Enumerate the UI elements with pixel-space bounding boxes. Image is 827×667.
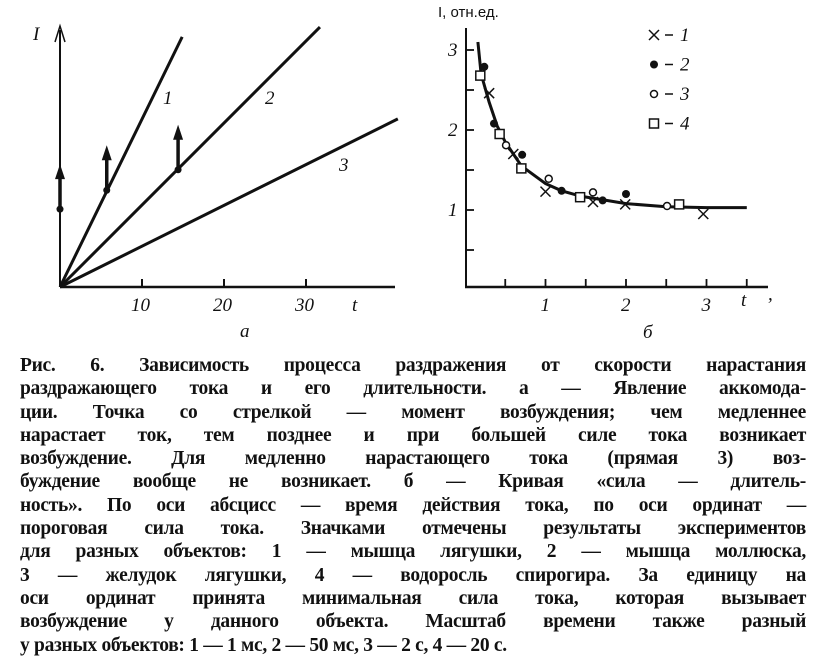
data-point-series-1	[539, 186, 552, 198]
caption-line: 3 — желудок лягушки, 4 — водоросль спиро…	[20, 564, 806, 586]
data-point-series-3	[588, 188, 598, 197]
line-1	[58, 36, 184, 288]
fitted-curve	[476, 41, 747, 210]
x-tick-label-a: 30	[294, 295, 315, 316]
legend-marker-1	[648, 29, 660, 41]
legend-marker-2	[650, 60, 658, 69]
y-tick-label-b: 2	[448, 120, 458, 141]
legend-marker-4	[648, 118, 660, 129]
y-axis-arrow-a	[54, 23, 66, 43]
panel-label-b: б	[643, 322, 654, 343]
y-axis-label-b: I, отн.ед.	[438, 4, 499, 21]
caption-line: для разных объектов: 1 — мышца лягушки, …	[20, 541, 806, 563]
legend-marker-3	[649, 89, 659, 99]
data-point-series-3	[662, 201, 672, 211]
x-axis-label-a: t	[352, 295, 358, 316]
y-axis-label-a: I	[32, 24, 41, 45]
data-point-series-1	[697, 208, 709, 220]
arrow-head-icon	[173, 124, 184, 140]
y-tick-label-b: 1	[448, 200, 458, 221]
caption-line: ции. Точка со стрелкой — момент возбужде…	[20, 401, 806, 423]
line-label-1: 1	[163, 88, 173, 109]
x-axis-label-b: t	[741, 290, 747, 311]
y-tick-label-b: 3	[447, 40, 458, 61]
caption-line: буждение вообще не возникает. б — Кривая…	[20, 471, 806, 493]
data-point-series-4	[516, 163, 527, 174]
line-label-2: 2	[265, 88, 275, 109]
data-point-series-2	[598, 196, 607, 205]
x-tick-label-b: 1	[541, 295, 551, 316]
data-point-series-4	[574, 191, 586, 203]
data-point-series-1	[619, 198, 631, 210]
data-point-series-2	[480, 62, 489, 71]
data-point-series-1	[587, 196, 599, 208]
x-tick-label-a: 20	[213, 295, 233, 316]
figure: I 10 20 30 t а 1 2 3 1 2 3 1 2 3 t , I, отн.ед. б 1 2 3 4	[32, 4, 773, 343]
data-point-series-1	[507, 148, 519, 160]
legend-label-2: 2	[680, 55, 690, 76]
legend-label-3: 3	[679, 84, 690, 105]
caption-line: раздражающего тока и его длительности. а…	[20, 378, 806, 400]
data-point-series-4	[494, 128, 505, 140]
caption-line: оси ординат принята минимальная сила ток…	[20, 587, 806, 609]
caption-line: у разных объектов: 1 — 1 мс, 2 — 50 мс, …	[20, 634, 507, 656]
arrow-head-icon	[101, 145, 112, 161]
data-point-series-4	[475, 70, 486, 81]
caption-line: возбуждение у данного объекта. Масштаб в…	[20, 611, 806, 633]
data-point-series-3	[501, 140, 511, 150]
data-point-series-1	[483, 87, 495, 99]
data-point-series-2	[622, 190, 630, 198]
legend-label-4: 4	[680, 114, 690, 135]
caption-line: нарастает ток, тем позднее и при большей…	[20, 424, 806, 446]
line-2	[58, 25, 322, 289]
x-axis-mark-b: ,	[768, 284, 773, 305]
data-point-series-2	[489, 119, 498, 128]
arrow-head-icon	[55, 164, 65, 180]
figure-caption: Рис. 6. Зависимость процесса раздражения…	[20, 354, 806, 657]
caption-line: Рис. 6. Зависимость процесса раздражения…	[20, 355, 806, 376]
data-point-series-2	[557, 186, 566, 195]
x-tick-label-a: 10	[131, 295, 151, 316]
caption-line: ность». По оси абсцисс — время действия …	[20, 494, 806, 516]
data-point-series-3	[544, 174, 553, 184]
caption-line: пороговая сила тока. Значками отмечены р…	[20, 518, 806, 540]
x-tick-label-b: 3	[701, 295, 712, 316]
panel-label-a: а	[240, 321, 250, 342]
caption-line: возбуждение. Для медленно нарастающего т…	[20, 448, 806, 470]
line-label-3: 3	[338, 155, 349, 176]
data-point-series-4	[673, 199, 685, 210]
legend-label-1: 1	[680, 25, 690, 46]
line-3	[59, 117, 399, 289]
data-point-series-2	[518, 150, 527, 159]
x-tick-label-b: 2	[621, 295, 631, 316]
